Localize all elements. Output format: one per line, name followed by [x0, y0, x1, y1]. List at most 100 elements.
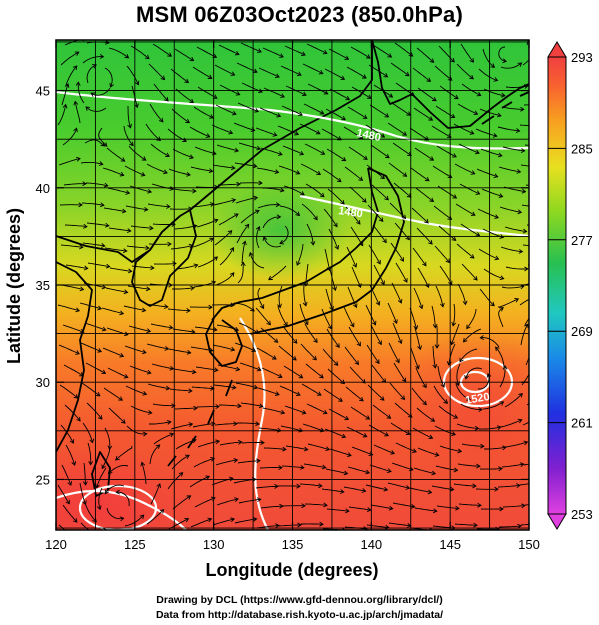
- streamline-arrowhead: [298, 373, 304, 379]
- streamline: [278, 524, 302, 527]
- streamline: [189, 475, 210, 488]
- streamline-arrowhead: [118, 396, 124, 401]
- streamline: [278, 165, 300, 175]
- streamline: [82, 56, 104, 64]
- streamline-arrowhead: [233, 213, 239, 218]
- streamline-arrowhead: [90, 92, 96, 97]
- streamline-arrowhead: [186, 308, 191, 313]
- streamline-arrowhead: [236, 181, 241, 187]
- streamline: [259, 107, 281, 117]
- streamline: [151, 363, 174, 370]
- streamline: [391, 282, 402, 304]
- streamline: [216, 144, 239, 152]
- streamline-arrowhead: [338, 397, 343, 402]
- streamline-arrowhead: [235, 366, 241, 372]
- streamline: [128, 325, 151, 332]
- streamline: [461, 263, 478, 281]
- streamline: [348, 326, 361, 347]
- streamline: [126, 425, 147, 435]
- streamline: [124, 345, 147, 354]
- streamline: [86, 402, 103, 420]
- streamline-arrowhead: [522, 228, 528, 234]
- streamline-arrowhead: [83, 265, 89, 271]
- streamline-arrowhead: [166, 419, 172, 425]
- streamline: [87, 442, 92, 465]
- streamline-arrowhead: [212, 327, 218, 332]
- streamline-arrowhead: [502, 445, 507, 451]
- streamline: [370, 144, 390, 159]
- streamline-arrowhead: [273, 338, 279, 343]
- streamline: [365, 124, 385, 138]
- streamline: [390, 422, 411, 435]
- streamline: [60, 244, 83, 248]
- streamline: [268, 265, 287, 280]
- streamline-arrowhead: [415, 364, 420, 370]
- streamline-arrowhead: [208, 347, 214, 353]
- streamline-arrowhead: [319, 373, 324, 379]
- streamline-arrowhead: [418, 304, 424, 310]
- streamline: [299, 483, 322, 487]
- streamline: [262, 47, 284, 58]
- streamline-arrowhead: [75, 350, 80, 355]
- streamline-arrowhead: [230, 165, 236, 171]
- streamline-arrowhead: [469, 130, 475, 135]
- streamline: [239, 362, 261, 371]
- streamline: [458, 143, 480, 154]
- streamline: [306, 403, 328, 414]
- streamline: [257, 387, 280, 396]
- streamline-arrowhead: [234, 50, 240, 56]
- streamline: [282, 325, 298, 344]
- streamline-arrowhead: [186, 349, 192, 355]
- coastline-taiwan: [91, 451, 111, 497]
- streamline-arrowhead: [518, 392, 523, 398]
- streamline-arrowhead: [178, 472, 184, 477]
- streamline: [460, 223, 480, 237]
- streamline: [152, 223, 176, 225]
- streamline-arrowhead: [459, 357, 464, 363]
- streamline-arrowhead: [272, 132, 278, 137]
- streamline: [82, 242, 105, 247]
- streamline: [238, 142, 261, 150]
- streamline: [391, 102, 411, 116]
- streamline: [369, 464, 392, 473]
- streamline: [303, 103, 324, 115]
- streamline-arrowhead: [428, 240, 433, 245]
- streamline: [283, 365, 303, 379]
- streamline-arrowhead: [124, 53, 130, 59]
- streamline: [527, 84, 529, 86]
- streamline: [57, 304, 80, 312]
- streamline-arrowhead: [452, 194, 458, 199]
- streamline-arrowhead: [210, 456, 216, 462]
- streamline: [216, 498, 239, 506]
- streamline-arrowhead: [310, 241, 316, 246]
- streamline-arrowhead: [158, 117, 164, 123]
- streamline: [371, 364, 386, 383]
- streamline-arrowhead: [141, 156, 147, 161]
- streamline-arrowhead: [530, 24, 534, 28]
- streamline-arrowhead: [141, 307, 147, 313]
- streamline: [149, 444, 160, 465]
- streamline-arrowhead: [98, 161, 104, 166]
- streamline-arrowhead: [171, 403, 176, 409]
- streamline: [453, 123, 474, 135]
- streamline: [479, 108, 502, 117]
- streamline-arrowhead: [384, 195, 389, 201]
- streamline-arrowhead: [107, 469, 113, 475]
- streamline: [219, 247, 234, 266]
- streamline: [519, 483, 529, 486]
- streamline-arrowhead: [144, 54, 150, 60]
- streamline-arrowhead: [103, 182, 109, 188]
- streamline-arrowhead: [524, 266, 529, 272]
- streamline: [153, 83, 169, 102]
- streamline: [282, 145, 304, 155]
- streamline-arrowhead: [122, 248, 128, 254]
- streamline-arrowhead: [248, 251, 254, 257]
- streamline-arrowhead: [79, 372, 84, 377]
- streamline-arrowhead: [524, 323, 529, 329]
- streamline-arrowhead: [274, 391, 280, 396]
- streamline-arrowhead: [480, 443, 485, 449]
- streamline-arrowhead: [540, 205, 544, 209]
- streamline-arrowhead: [490, 63, 496, 68]
- streamline-arrowhead: [252, 68, 258, 74]
- streamline-arrowhead: [401, 214, 407, 220]
